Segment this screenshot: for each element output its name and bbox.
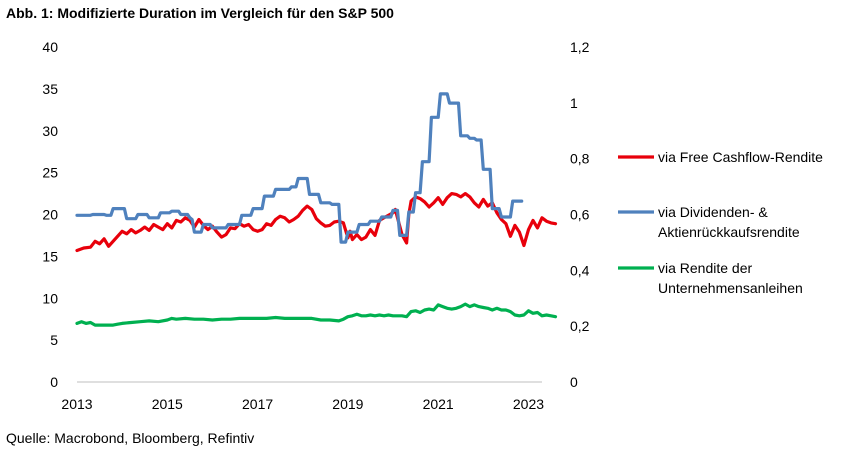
- y-left-tick-label: 20: [42, 207, 58, 223]
- right-axis-ticks: 0 0,2 0,4 0,6 0,8 1 1,2: [570, 39, 590, 390]
- y-left-tick-label: 10: [42, 290, 58, 306]
- y-left-tick-label: 5: [50, 332, 58, 348]
- x-tick-label: 2013: [61, 396, 92, 412]
- x-tick-label: 2015: [152, 396, 183, 412]
- series-lines: [75, 92, 558, 327]
- legend-label-2: via Dividenden- &: [658, 204, 768, 220]
- y-left-tick-label: 0: [50, 374, 58, 390]
- x-tick-label: 2019: [332, 396, 363, 412]
- y-right-tick-label: 0,2: [570, 318, 590, 334]
- chart-title: Abb. 1: Modifizierte Duration im Verglei…: [6, 5, 394, 21]
- x-axis-ticks: 2013 2015 2017 2019 2021 2023: [61, 396, 544, 412]
- y-right-tick-label: 0,6: [570, 207, 590, 223]
- legend: via Free Cashflow-Rendite via Dividenden-…: [618, 149, 823, 296]
- y-right-tick-label: 1,2: [570, 39, 590, 55]
- y-right-tick-label: 0,8: [570, 151, 590, 167]
- y-left-tick-label: 40: [42, 39, 58, 55]
- legend-label-3: Unternehmensanleihen: [658, 280, 803, 296]
- x-tick-label: 2023: [513, 396, 544, 412]
- y-left-tick-label: 35: [42, 81, 58, 97]
- y-right-tick-label: 0: [570, 374, 578, 390]
- y-left-tick-label: 30: [42, 123, 58, 139]
- y-right-tick-label: 0,4: [570, 262, 590, 278]
- legend-label-2: Aktienrückkaufsrendite: [658, 224, 800, 240]
- y-left-tick-label: 15: [42, 248, 58, 264]
- series-line-3: [75, 302, 558, 327]
- y-left-tick-label: 25: [42, 165, 58, 181]
- series-line-1: [75, 192, 558, 253]
- source-note: Quelle: Macrobond, Bloomberg, Refintiv: [6, 430, 255, 446]
- legend-label-1: via Free Cashflow-Rendite: [658, 149, 823, 165]
- left-axis-ticks: 0 5 10 15 20 25 30 35 40: [42, 39, 58, 390]
- legend-label-3: via Rendite der: [658, 260, 753, 276]
- x-tick-label: 2017: [242, 396, 273, 412]
- x-tick-label: 2021: [423, 396, 454, 412]
- y-right-tick-label: 1: [570, 95, 578, 111]
- series-line-2: [75, 92, 524, 244]
